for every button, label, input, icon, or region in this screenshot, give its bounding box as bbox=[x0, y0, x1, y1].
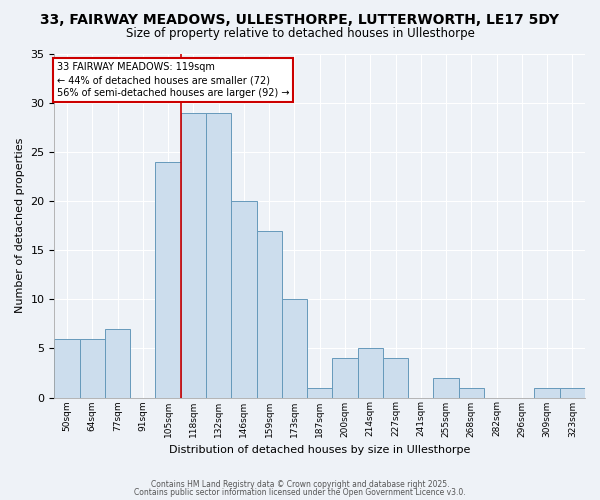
Bar bbox=[458, 388, 484, 398]
Bar bbox=[155, 162, 181, 398]
Bar bbox=[332, 358, 358, 398]
Bar bbox=[282, 300, 307, 398]
X-axis label: Distribution of detached houses by size in Ullesthorpe: Distribution of detached houses by size … bbox=[169, 445, 470, 455]
Bar bbox=[535, 388, 560, 398]
Bar bbox=[231, 201, 257, 398]
Bar bbox=[257, 230, 282, 398]
Bar bbox=[358, 348, 383, 398]
Y-axis label: Number of detached properties: Number of detached properties bbox=[15, 138, 25, 314]
Bar bbox=[383, 358, 408, 398]
Text: 33 FAIRWAY MEADOWS: 119sqm
← 44% of detached houses are smaller (72)
56% of semi: 33 FAIRWAY MEADOWS: 119sqm ← 44% of deta… bbox=[57, 62, 289, 98]
Bar bbox=[307, 388, 332, 398]
Text: 33, FAIRWAY MEADOWS, ULLESTHORPE, LUTTERWORTH, LE17 5DY: 33, FAIRWAY MEADOWS, ULLESTHORPE, LUTTER… bbox=[41, 12, 560, 26]
Text: Contains public sector information licensed under the Open Government Licence v3: Contains public sector information licen… bbox=[134, 488, 466, 497]
Bar bbox=[560, 388, 585, 398]
Bar bbox=[105, 329, 130, 398]
Text: Contains HM Land Registry data © Crown copyright and database right 2025.: Contains HM Land Registry data © Crown c… bbox=[151, 480, 449, 489]
Bar bbox=[433, 378, 458, 398]
Bar bbox=[55, 338, 80, 398]
Bar bbox=[206, 113, 231, 398]
Bar bbox=[80, 338, 105, 398]
Bar bbox=[181, 113, 206, 398]
Text: Size of property relative to detached houses in Ullesthorpe: Size of property relative to detached ho… bbox=[125, 28, 475, 40]
